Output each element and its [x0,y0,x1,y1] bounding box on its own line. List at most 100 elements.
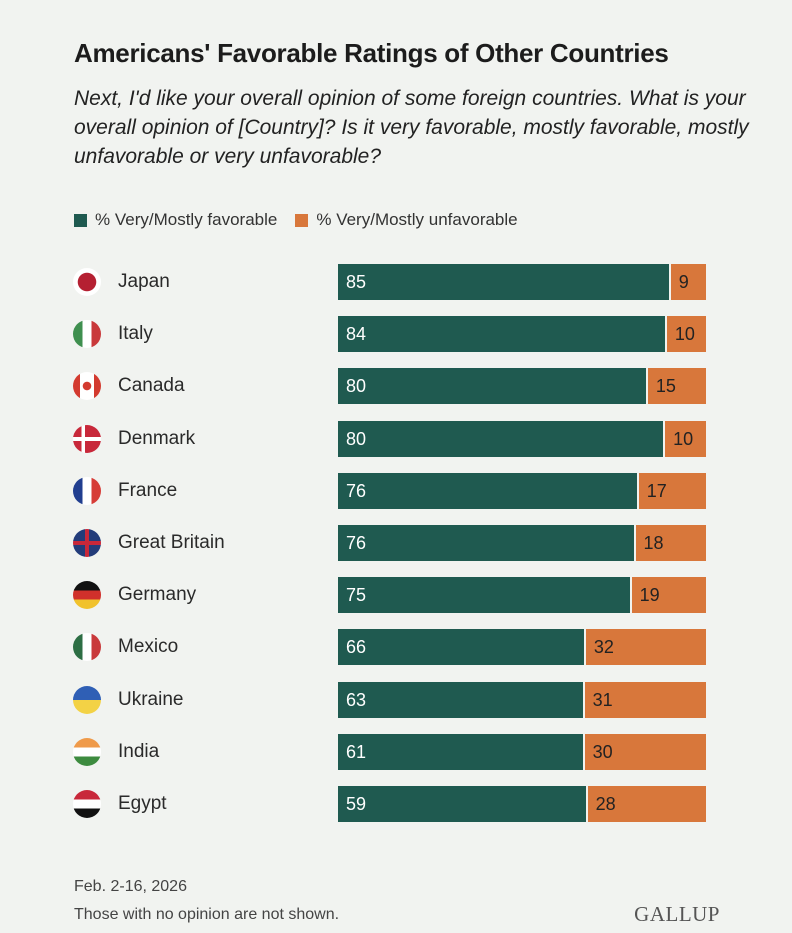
chart-row-mexico: Mexico 66 32 [0,629,792,666]
india-flag-icon [73,737,101,766]
italy-flag-icon [73,320,101,349]
stacked-bar: 76 18 [338,525,706,561]
bar-unfavorable: 10 [666,316,706,353]
bar-favorable: 63 [338,681,585,718]
data-label-unfavorable: 30 [592,741,613,762]
data-label-unfavorable: 10 [673,428,694,449]
legend-label-favorable: % Very/Mostly favorable [95,210,278,229]
bar-favorable: 85 [338,264,671,300]
egypt-flag-icon [73,790,101,818]
bar-unfavorable: 18 [635,525,706,561]
bar-unfavorable: 31 [584,681,706,718]
legend: % Very/Mostly favorable % Very/Mostly un… [74,210,518,230]
legend-item-favorable: % Very/Mostly favorable [74,210,277,230]
data-label-favorable: 84 [346,324,367,345]
stacked-bar: 63 31 [338,681,706,718]
data-label-favorable: 61 [346,741,367,762]
data-label-unfavorable: 19 [639,585,660,606]
denmark-flag-icon [73,424,101,453]
chart-title: Americans' Favorable Ratings of Other Co… [74,38,669,68]
data-label-favorable: 76 [346,533,367,553]
bar-unfavorable: 17 [638,472,706,509]
category-label: Ukraine [118,688,184,710]
bar-favorable: 75 [338,577,632,614]
chart-row-germany: Germany 75 19 [0,577,792,614]
stacked-bar: 84 10 [338,316,706,353]
bar-unfavorable: 30 [584,733,706,770]
bar-unfavorable: 19 [631,577,706,614]
footer-note: Those with no opinion are not shown. [74,906,340,923]
france-flag-icon [73,476,101,505]
stacked-bar: 76 17 [338,472,706,509]
data-label-unfavorable: 17 [646,480,667,501]
bar-favorable: 66 [338,629,586,666]
stacked-bar: 80 15 [338,368,706,405]
chart-row-japan: Japan 85 9 [0,264,792,300]
chart-row-ukraine: Ukraine 63 31 [0,681,792,718]
category-label: Mexico [118,636,179,658]
data-label-favorable: 80 [346,376,367,397]
data-label-favorable: 66 [346,637,367,658]
bar-unfavorable: 32 [585,629,706,666]
chart-row-canada: Canada 80 15 [0,368,792,405]
chart-row-great-britain: Great Britain 76 18 [0,525,792,561]
chart-row-france: France 76 17 [0,472,792,509]
bar-unfavorable: 15 [647,368,706,405]
stacked-bar: 85 9 [338,264,706,300]
chart-row-india: India 61 30 [0,733,792,770]
stacked-bar: 66 32 [338,629,706,666]
bar-favorable: 59 [338,786,588,822]
category-label: Italy [118,323,153,345]
ukraine-flag-icon [73,685,101,714]
footer-date: Feb. 2-16, 2026 [74,878,187,895]
data-label-favorable: 85 [346,272,367,292]
category-label: Germany [118,584,197,606]
stacked-bar: 75 19 [338,577,706,614]
data-label-favorable: 75 [346,585,367,606]
gallup-logo: GALLUP [634,902,720,926]
category-label: Japan [118,271,170,292]
chart-row-italy: Italy 84 10 [0,316,792,353]
data-label-unfavorable: 9 [678,272,689,292]
data-label-favorable: 63 [346,689,367,710]
bar-favorable: 80 [338,420,666,457]
legend-swatch-favorable [74,213,87,227]
data-label-unfavorable: 32 [593,637,614,658]
bar-favorable: 61 [338,733,585,770]
category-label: Canada [118,375,185,397]
data-label-unfavorable: 28 [595,794,616,814]
category-label: India [118,740,160,762]
data-label-unfavorable: 31 [592,689,613,710]
category-label: Great Britain [118,532,225,553]
data-label-unfavorable: 15 [655,376,676,397]
bar-unfavorable: 9 [670,264,706,300]
bar-favorable: 80 [338,368,648,405]
chart-row-egypt: Egypt 59 28 [0,786,792,822]
data-label-favorable: 80 [346,428,367,449]
mexico-flag-icon [73,633,101,662]
category-label: France [118,479,178,501]
canada-flag-icon [73,372,101,401]
data-label-favorable: 76 [346,480,367,501]
category-label: Egypt [118,793,167,814]
bar-unfavorable: 28 [587,786,706,822]
data-label-unfavorable: 10 [674,324,695,345]
great-britain-flag-icon [73,529,101,557]
data-label-unfavorable: 18 [643,533,664,553]
legend-item-unfavorable: % Very/Mostly unfavorable [295,210,518,230]
chart-subtitle: Next, I'd like your overall opinion of s… [74,87,749,168]
stacked-bar: 59 28 [338,786,706,822]
legend-swatch-unfavorable [295,213,309,227]
bar-unfavorable: 10 [665,420,706,457]
data-label-favorable: 59 [346,794,367,814]
bar-favorable: 76 [338,472,639,509]
chart-row-denmark: Denmark 80 10 [0,420,792,457]
legend-label-unfavorable: % Very/Mostly unfavorable [316,210,518,229]
category-label: Denmark [118,427,196,449]
bar-favorable: 76 [338,525,636,561]
germany-flag-icon [73,581,101,610]
japan-flag-icon [73,268,101,296]
bar-favorable: 84 [338,316,667,353]
stacked-bar: 80 10 [338,420,706,457]
stacked-bar: 61 30 [338,733,706,770]
